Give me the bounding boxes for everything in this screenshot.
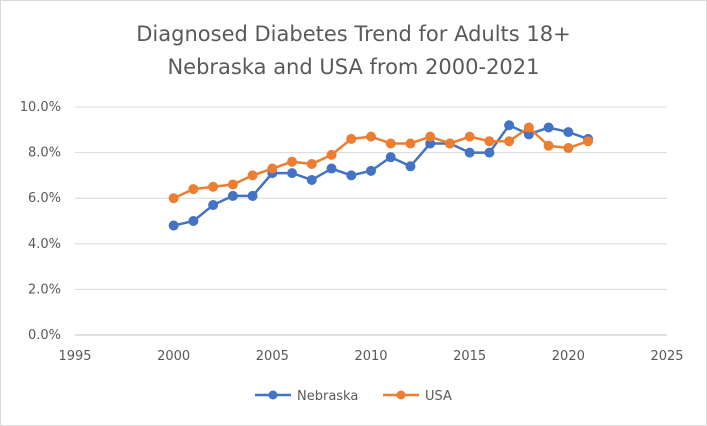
data-point-nebraska (366, 165, 376, 176)
y-tick-label: 0.0% (28, 328, 61, 343)
x-tick-label: 2020 (552, 349, 585, 364)
data-point-usa (464, 131, 475, 142)
y-tick-label: 8.0% (28, 146, 61, 161)
legend-label-usa: USA (425, 389, 452, 404)
data-point-nebraska (247, 190, 258, 201)
x-tick-label: 2000 (157, 349, 190, 364)
x-tick-label: 1995 (58, 349, 91, 364)
data-point-nebraska (227, 190, 238, 201)
data-point-usa (208, 181, 219, 192)
data-point-nebraska (504, 120, 515, 131)
data-point-usa (247, 170, 258, 181)
data-point-nebraska (484, 147, 495, 158)
y-tick-label: 6.0% (28, 191, 61, 206)
legend: Nebraska USA (255, 389, 452, 404)
x-tick-label: 2010 (354, 349, 387, 364)
data-point-nebraska (385, 152, 396, 163)
data-point-nebraska (405, 161, 416, 172)
legend-marker-usa (396, 390, 406, 400)
y-tick-label: 10.0% (20, 100, 61, 115)
x-tick-label: 2025 (650, 349, 683, 364)
data-point-usa (504, 136, 515, 147)
data-point-usa (425, 131, 436, 142)
chart-title: Diagnosed Diabetes Trend for Adults 18+ (136, 22, 571, 46)
data-point-nebraska (188, 216, 199, 226)
series-line-nebraska (173, 123, 589, 227)
data-point-nebraska (543, 122, 554, 133)
data-point-usa (583, 136, 594, 147)
series-plot (168, 120, 594, 231)
x-tick-label: 2015 (453, 349, 486, 364)
data-point-usa (168, 193, 179, 204)
data-point-nebraska (464, 147, 475, 158)
y-tick-label: 4.0% (28, 237, 61, 252)
axes: 0.0% 2.0% 4.0% 6.0% 8.0% 10.0% 1995 2000 2005 201… (20, 100, 684, 364)
data-point-nebraska (306, 174, 317, 185)
data-point-nebraska (326, 163, 337, 174)
data-point-nebraska (563, 127, 574, 138)
y-tick-label: 2.0% (28, 282, 61, 297)
data-point-usa (385, 138, 396, 149)
data-point-usa (326, 149, 337, 160)
data-point-usa (366, 131, 376, 142)
data-point-usa (188, 184, 199, 195)
series-line-usa (173, 126, 589, 200)
data-point-usa (346, 133, 357, 144)
legend-label-nebraska: Nebraska (297, 389, 358, 404)
data-point-usa (405, 138, 416, 149)
data-point-nebraska (208, 200, 219, 211)
x-tick-label: 2005 (256, 349, 289, 364)
data-point-usa (227, 179, 238, 190)
data-point-usa (444, 138, 455, 149)
legend-marker-nebraska (268, 390, 278, 400)
data-point-nebraska (346, 170, 357, 181)
data-point-usa (523, 122, 534, 133)
data-point-nebraska (287, 168, 298, 179)
data-point-usa (563, 143, 574, 154)
data-point-nebraska (168, 220, 179, 231)
data-point-usa (484, 136, 495, 147)
data-point-usa (287, 156, 298, 167)
chart-subtitle: Nebraska and USA from 2000-2021 (167, 55, 540, 79)
data-point-usa (543, 140, 554, 151)
data-point-usa (267, 163, 278, 174)
data-point-usa (306, 159, 317, 169)
